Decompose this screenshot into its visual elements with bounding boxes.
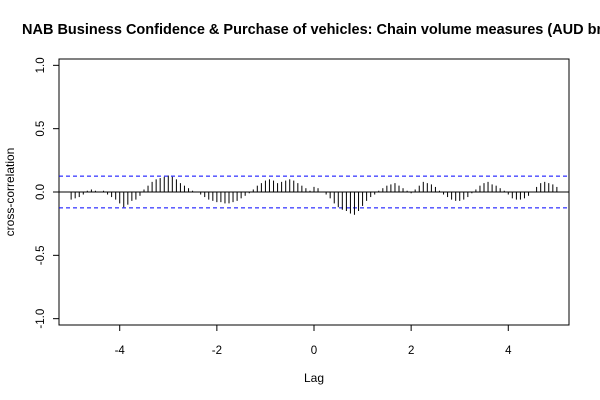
chart-title: NAB Business Confidence & Purchase of ve… [22, 22, 600, 38]
y-tick-label: 0.5 [35, 121, 47, 137]
y-axis: -1.0 -0.5 0.0 0.5 1.0 [35, 57, 59, 329]
ccf-bars [70, 175, 558, 215]
x-tick-label: 0 [311, 345, 317, 357]
x-axis-label: Lag [304, 371, 324, 385]
y-tick-label: -1.0 [35, 309, 47, 329]
y-tick-label: 1.0 [35, 57, 47, 73]
y-axis-label: cross-correlation [3, 148, 17, 237]
x-tick-label: 4 [505, 345, 512, 357]
x-tick-label: -4 [115, 345, 126, 357]
y-tick-label: 0.0 [35, 184, 47, 200]
x-tick-label: 2 [408, 345, 414, 357]
y-tick-label: -0.5 [35, 245, 47, 265]
x-axis: -4 -2 0 2 4 [115, 325, 512, 357]
x-tick-label: -2 [212, 345, 222, 357]
